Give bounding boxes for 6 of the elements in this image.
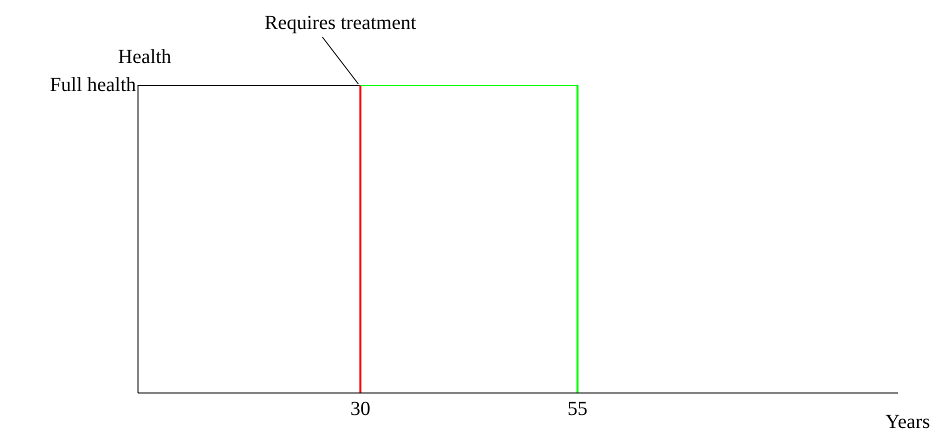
x-axis-title: Years — [885, 411, 930, 433]
x-tick-label: 55 — [567, 398, 588, 420]
annotation: Requires treatment — [264, 12, 417, 34]
y-axis-title: Health — [118, 46, 172, 68]
text: Full health — [50, 74, 136, 96]
x-tick-label: 30 — [350, 398, 370, 420]
